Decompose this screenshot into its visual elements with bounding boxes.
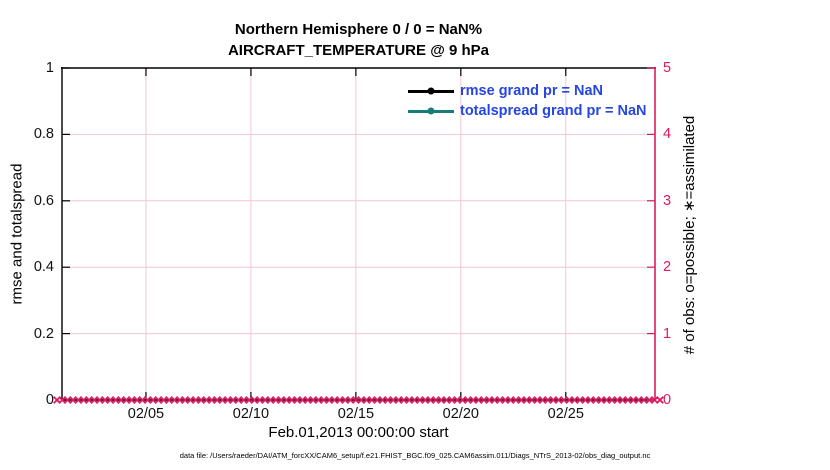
y-tick-label-right: 2 [663, 259, 672, 276]
y-tick-label-right: 4 [663, 126, 672, 143]
legend-marker-dot [427, 107, 435, 115]
legend-label: totalspread grand pr = NaN [460, 103, 647, 119]
y-axis-label-left: rmse and totalspread [8, 163, 26, 305]
chart-title: Northern Hemisphere 0 / 0 = NaN% [234, 21, 483, 38]
y-tick-label-right: 3 [663, 192, 672, 209]
y-tick-label-right: 0 [663, 392, 672, 408]
x-axis-label: Feb.01,2013 00:00:00 start [268, 424, 449, 441]
legend-entry-totalspread: totalspread grand pr = NaN [408, 101, 647, 121]
x-tick-label: 02/10 [232, 406, 270, 422]
y-tick-label-left: 1 [45, 60, 54, 76]
y-tick-label-left: 0 [45, 392, 54, 408]
x-tick-label: 02/15 [337, 406, 375, 422]
chart-title-block: Northern Hemisphere 0 / 0 = NaN% AIRCRAF… [62, 19, 655, 61]
y-axis-label-right: # of obs: o=possible; ∗=assimilated [681, 115, 698, 355]
y-tick-label-left: 0.6 [33, 192, 54, 209]
obs-marker-x [656, 396, 664, 404]
legend-line-sample [408, 107, 454, 115]
data-file-path: data file: /Users/raeder/DAI/ATM_forcXX/… [179, 451, 651, 460]
legend: rmse grand pr = NaN totalspread grand pr … [408, 81, 647, 121]
y-tick-label-left: 0.8 [33, 126, 54, 143]
y-tick-label-left: 0.2 [33, 325, 54, 342]
y-tick-label-right: 5 [663, 60, 672, 76]
y-tick-label-left: 0.4 [33, 259, 54, 276]
legend-marker-dot [427, 87, 435, 95]
x-tick-label: 02/20 [442, 406, 479, 422]
x-tick-label: 02/25 [547, 406, 584, 422]
y-tick-label-right: 1 [663, 325, 672, 342]
legend-entry-rmse: rmse grand pr = NaN [408, 81, 647, 101]
legend-line-sample [408, 87, 454, 95]
legend-label: rmse grand pr = NaN [460, 83, 604, 99]
x-tick-label: 02/05 [127, 406, 165, 422]
chart-subtitle: AIRCRAFT_TEMPERATURE @ 9 hPa [227, 42, 490, 59]
